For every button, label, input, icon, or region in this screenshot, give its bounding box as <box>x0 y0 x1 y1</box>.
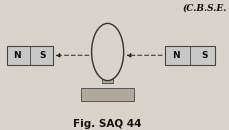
Text: Fig. SAQ 44: Fig. SAQ 44 <box>73 119 142 129</box>
Text: S: S <box>39 51 46 60</box>
Text: (C.B.S.E.: (C.B.S.E. <box>182 4 227 13</box>
Bar <box>7 46 53 65</box>
Ellipse shape <box>92 23 124 81</box>
Bar <box>81 88 134 101</box>
Text: N: N <box>172 51 180 60</box>
Text: N: N <box>13 51 21 60</box>
Text: S: S <box>201 51 207 60</box>
Bar <box>165 46 215 65</box>
Bar <box>102 65 113 83</box>
